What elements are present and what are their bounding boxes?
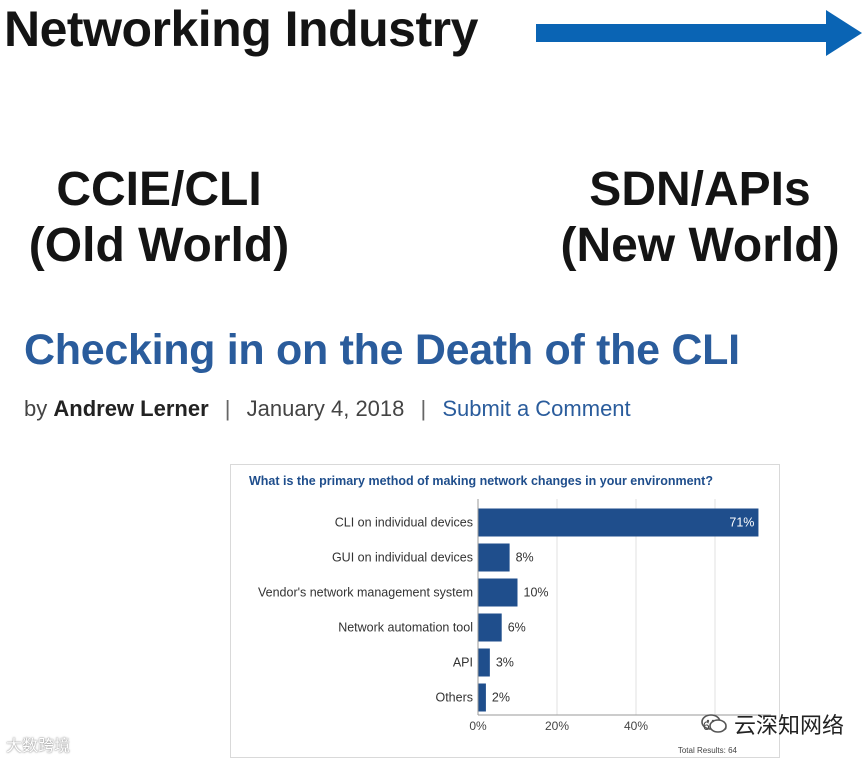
divider: | — [420, 396, 427, 421]
bar-chart: What is the primary method of making net… — [249, 474, 771, 755]
bar — [478, 578, 518, 607]
bar — [478, 648, 490, 677]
article-title[interactable]: Checking in on the Death of the CLI — [24, 326, 740, 374]
watermark-left: 大数跨境 — [6, 736, 71, 755]
chart-footnote: Total Results: 64 — [678, 746, 738, 755]
new-world-line2: (New World) — [560, 219, 840, 272]
new-world-line1: SDN/APIs — [589, 163, 811, 216]
wechat-icon — [701, 714, 727, 733]
right-arrow-icon — [536, 10, 862, 56]
divider: | — [224, 396, 231, 421]
data-label: 3% — [496, 656, 514, 670]
bar — [478, 683, 486, 712]
category-label: CLI on individual devices — [335, 516, 473, 530]
new-world-label: SDN/APIs (New World) — [540, 162, 860, 274]
data-label: 10% — [524, 586, 549, 600]
category-label: Others — [435, 691, 473, 705]
chart-title: What is the primary method of making net… — [249, 474, 713, 488]
data-label: 6% — [508, 621, 526, 635]
category-label: Vendor's network management system — [258, 586, 473, 600]
page-title: Networking Industry — [4, 1, 478, 57]
article-date: January 4, 2018 — [246, 396, 405, 421]
byline-by: by — [24, 396, 48, 421]
byline: by Andrew Lerner | January 4, 2018 | Sub… — [24, 396, 631, 422]
category-label: Network automation tool — [338, 621, 473, 635]
submit-comment-link[interactable]: Submit a Comment — [442, 396, 631, 421]
watermark-right-text: 云深知网络 — [734, 714, 845, 739]
bar — [478, 508, 759, 537]
tick-label: 20% — [545, 719, 569, 733]
category-label: API — [453, 656, 473, 670]
old-world-line1: CCIE/CLI — [56, 163, 262, 216]
tick-label: 0% — [469, 719, 487, 733]
old-world-label: CCIE/CLI (Old World) — [4, 162, 314, 274]
survey-chart: What is the primary method of making net… — [230, 464, 780, 758]
data-label: 2% — [492, 691, 510, 705]
data-label: 8% — [516, 551, 534, 565]
author-name[interactable]: Andrew Lerner — [53, 396, 209, 421]
tick-label: 40% — [624, 719, 648, 733]
old-world-line2: (Old World) — [28, 219, 290, 272]
data-label: 71% — [729, 516, 754, 530]
watermark-right: 云深知网络 — [700, 708, 844, 740]
bar — [478, 543, 510, 572]
bar — [478, 613, 502, 642]
category-label: GUI on individual devices — [332, 551, 473, 565]
